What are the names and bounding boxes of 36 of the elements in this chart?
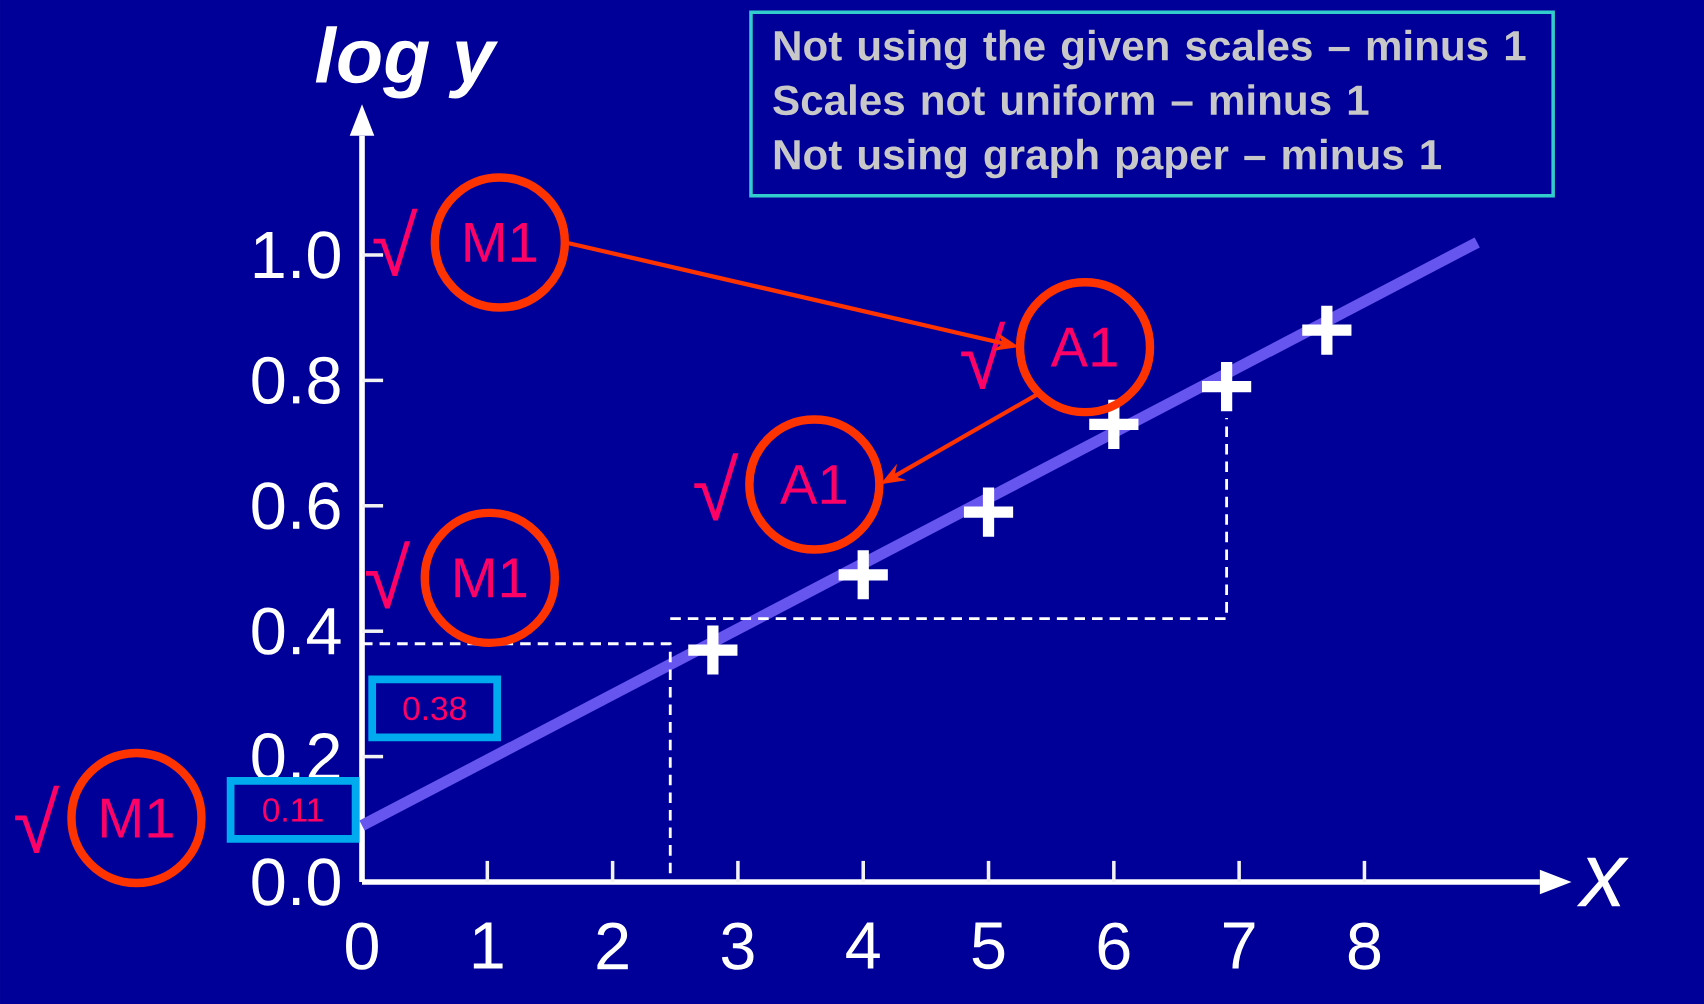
- x-tick-label: 7: [1223, 922, 1255, 969]
- annotation: M1: [465, 223, 537, 262]
- x-tick-label: 8: [1348, 922, 1381, 970]
- annotation: A1: [1050, 327, 1117, 367]
- y-tick-label: 0.0: [252, 858, 340, 906]
- y-tick-label: 0.4: [252, 607, 341, 655]
- x-tick-label: 0: [346, 922, 378, 970]
- y-axis-title: log y: [315, 26, 499, 99]
- text: 0.11: [263, 798, 323, 822]
- x-tick-label: 6: [1098, 922, 1130, 970]
- x-tick-label: 4: [846, 922, 880, 969]
- point: [838, 550, 888, 600]
- annotation: A1: [780, 465, 846, 504]
- annotation: √: [366, 541, 411, 609]
- x-axis-title: x: [1576, 857, 1629, 907]
- x-tick-label: 3: [721, 922, 754, 970]
- point: [1202, 362, 1252, 412]
- y-tick-label: 0.8: [252, 356, 340, 405]
- annotation: √: [694, 453, 739, 521]
- text: Scales not uniform – minus 1: [773, 84, 1369, 116]
- x-tick-label: 2: [597, 922, 628, 970]
- point: [688, 625, 738, 675]
- text: M1: [102, 798, 173, 838]
- y-tick-label: 0.6: [252, 482, 340, 530]
- annotation: √: [961, 321, 1006, 389]
- annotation: Not using graph paper – minus 1: [774, 138, 1442, 179]
- x-tick-label: 5: [972, 922, 1005, 970]
- point: [963, 487, 1014, 537]
- text: √: [15, 785, 60, 853]
- point: [1302, 305, 1352, 355]
- x-tick-label: 1: [473, 922, 503, 969]
- y-tick-label: 1.0: [254, 231, 340, 279]
- annotation: 0.38: [403, 696, 466, 721]
- annotation: √: [373, 208, 418, 277]
- text: Not using the given scales – minus 1: [774, 29, 1526, 70]
- annotation: M1: [455, 558, 527, 598]
